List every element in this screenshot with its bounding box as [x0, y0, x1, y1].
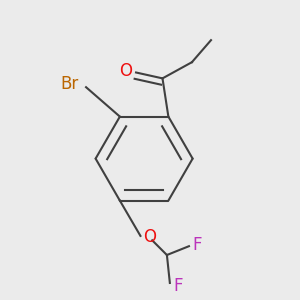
Text: F: F	[173, 277, 183, 295]
Text: O: O	[119, 62, 132, 80]
Text: Br: Br	[61, 75, 79, 93]
Text: O: O	[143, 228, 156, 246]
Text: F: F	[192, 236, 202, 254]
